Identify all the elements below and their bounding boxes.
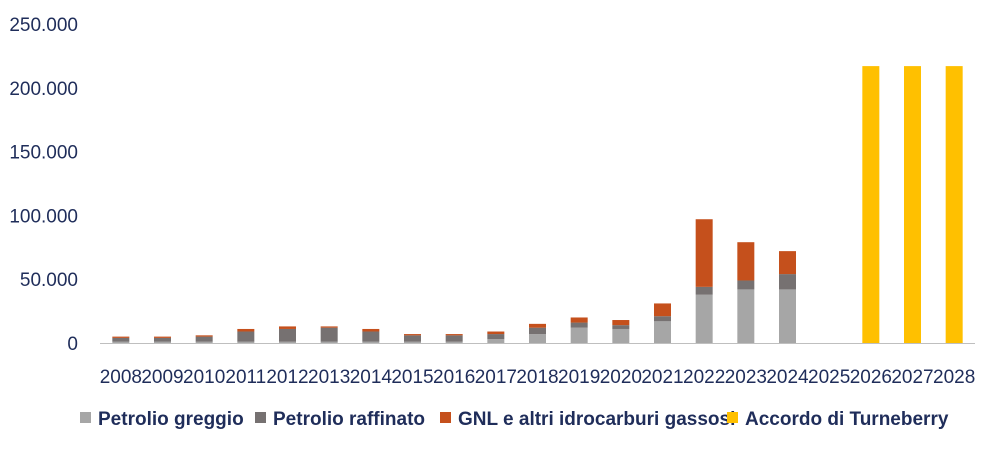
bar-segment [487, 339, 505, 343]
y-tick-label: 250.000 [9, 15, 78, 36]
bar-segment [195, 335, 213, 337]
y-tick-label: 100.000 [9, 206, 78, 227]
x-tick-label: 2012 [266, 367, 308, 388]
bar-segment [737, 242, 755, 281]
legend-swatch [727, 412, 738, 423]
bar-segment [320, 341, 338, 343]
x-tick-label: 2011 [225, 367, 266, 388]
x-tick-label: 2023 [725, 367, 767, 388]
bar-segment [654, 316, 671, 322]
bar-segment [445, 334, 463, 336]
bar-segment [320, 327, 338, 342]
x-tick-label: 2020 [600, 367, 642, 388]
bar-segment [320, 326, 338, 328]
bar-segment [529, 327, 546, 335]
legend-label: Petrolio greggio [98, 409, 244, 430]
bar-segment [154, 336, 171, 338]
bar-segment [945, 66, 963, 344]
bar-segment [237, 328, 255, 332]
bar-segment [570, 317, 588, 323]
bar-segment [737, 280, 755, 290]
bar-segment [904, 66, 921, 344]
x-tick-label: 2024 [766, 367, 809, 388]
bar-segment [112, 336, 130, 338]
bar-segment [154, 341, 171, 343]
bar-segment [195, 336, 213, 342]
bar-segment [445, 335, 463, 342]
bar-segment [362, 341, 380, 343]
bar-segment [404, 341, 421, 343]
bar-segment [487, 331, 505, 335]
bar-segment [154, 337, 171, 342]
bar-segment [404, 334, 421, 336]
legend-swatch [440, 412, 451, 423]
bar-segment [779, 289, 796, 343]
bar-segment [654, 321, 671, 343]
legend: Petrolio greggio Petrolio raffinato GNL e … [80, 409, 949, 430]
bar-segment [362, 328, 380, 332]
bar-segment [529, 323, 546, 328]
bar-segment [362, 331, 380, 342]
x-tick-label: 2016 [433, 367, 475, 388]
x-tick-label: 2026 [850, 367, 892, 388]
x-tick-label: 2022 [683, 367, 725, 388]
bar-segment [404, 335, 421, 342]
y-tick-label: 200.000 [9, 79, 78, 100]
x-tick-label: 2015 [391, 367, 433, 388]
bar-segment [279, 328, 296, 342]
legend-label: Accordo di Turneberry [745, 409, 949, 430]
y-tick-label: 50.000 [20, 270, 78, 291]
legend-label: GNL e altri idrocarburi gassosi [458, 409, 735, 430]
bar-segment [612, 320, 630, 326]
bar-segment [487, 334, 505, 340]
x-tick-label: 2013 [308, 367, 350, 388]
bar-segment [862, 66, 880, 344]
bar-segment [112, 337, 130, 342]
x-tick-label: 2009 [141, 367, 183, 388]
legend-swatch [255, 412, 266, 423]
x-tick-label: 2010 [183, 367, 225, 388]
bar-segment [570, 327, 588, 343]
bar-segment [570, 322, 588, 328]
bar-segment [529, 334, 546, 343]
bar-segment [279, 341, 296, 343]
bar-segment [195, 341, 213, 343]
bar-segment [112, 341, 130, 343]
bar-segment [695, 286, 713, 295]
x-tick-label: 2021 [641, 367, 683, 388]
x-tick-label: 2028 [933, 367, 975, 388]
x-tick-label: 2019 [558, 367, 600, 388]
bar-segment [779, 274, 796, 290]
legend-label: Petrolio raffinato [273, 409, 425, 430]
bar-segment [695, 219, 713, 287]
x-tick-label: 2027 [891, 367, 933, 388]
legend-swatch [80, 412, 91, 423]
bar-segment [695, 294, 713, 343]
bar-segment [279, 326, 296, 329]
y-tick-label: 0 [67, 334, 78, 355]
x-tick-label: 2025 [808, 367, 850, 388]
bar-segment [237, 341, 255, 343]
bar-segment [612, 328, 630, 343]
x-tick-label: 2014 [350, 367, 393, 388]
bar-segment [237, 331, 255, 342]
y-tick-label: 150.000 [9, 143, 78, 164]
bar-segment [737, 289, 755, 343]
y-axis: 0 50.000 100.000 150.000 200.000 250.000 [9, 15, 78, 355]
bar-segment [612, 325, 630, 329]
bar-segment [779, 251, 796, 275]
x-axis: 2008 2009 2010 2011 2012 2013 2014 2015 2016 2017… [100, 367, 976, 388]
bar-segment [654, 303, 671, 317]
bar-segment [445, 341, 463, 343]
x-tick-label: 2008 [100, 367, 142, 388]
x-tick-label: 2018 [516, 367, 558, 388]
x-tick-label: 2017 [475, 367, 517, 388]
bars-group [112, 66, 963, 344]
